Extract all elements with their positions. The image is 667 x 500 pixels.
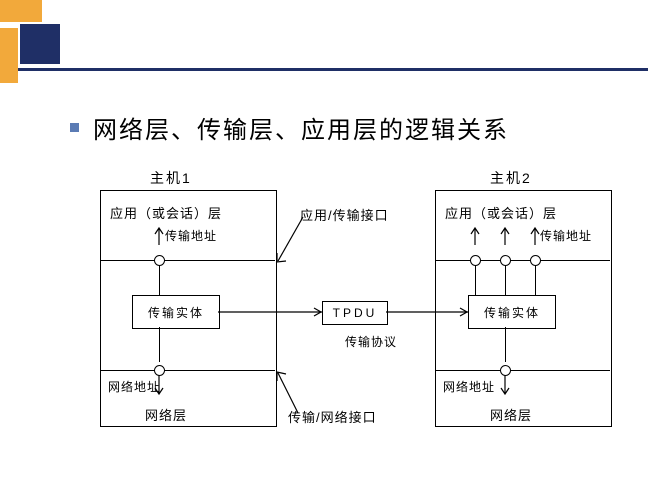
deco-navy-line bbox=[18, 68, 648, 71]
iface-app-arrow bbox=[275, 215, 305, 265]
host1-top-arrow bbox=[152, 225, 166, 245]
host1-div-top bbox=[100, 260, 275, 261]
host1-v2 bbox=[159, 327, 160, 362]
host2-net-layer: 网络层 bbox=[490, 405, 532, 424]
host2-div-bot bbox=[435, 370, 610, 371]
title-row: 网络层、传输层、应用层的逻辑关系 bbox=[70, 110, 509, 145]
host2-top-arrow-3 bbox=[528, 225, 542, 245]
host1-div-bot bbox=[100, 370, 275, 371]
host2-v1c bbox=[535, 265, 536, 295]
host2-v1a bbox=[475, 265, 476, 295]
host2-v2 bbox=[505, 327, 506, 362]
host1-transport-addr: 传输地址 bbox=[165, 227, 217, 244]
host1-v1 bbox=[159, 265, 160, 295]
deco-orange-1 bbox=[0, 0, 42, 22]
center-arrow-left bbox=[218, 305, 322, 319]
protocol-label: 传输协议 bbox=[345, 333, 397, 350]
host1-net-layer: 网络层 bbox=[145, 405, 187, 424]
host2-top-arrow-2 bbox=[498, 225, 512, 245]
host1-app-layer: 应用（或会话）层 bbox=[110, 203, 222, 222]
tpdu-box: TPDU bbox=[322, 301, 388, 325]
host2-top-arrow-1 bbox=[468, 225, 482, 245]
iface-net-arrow bbox=[275, 370, 300, 415]
diagram: 主机1 主机2 应用（或会话）层 传输地址 网络地址 网络层 传输实体 应用（或… bbox=[90, 165, 620, 455]
host2-bot-arrow bbox=[498, 375, 512, 397]
host2-transport-addr: 传输地址 bbox=[540, 227, 592, 244]
deco-orange-2 bbox=[0, 28, 18, 83]
host2-app-layer: 应用（或会话）层 bbox=[445, 203, 557, 222]
iface-app-label: 应用/传输接口 bbox=[300, 205, 389, 224]
host2-v1b bbox=[505, 265, 506, 295]
bullet-icon bbox=[70, 123, 79, 132]
host2-div-top bbox=[435, 260, 610, 261]
host1-bot-arrow bbox=[152, 375, 166, 397]
host2-label: 主机2 bbox=[490, 168, 532, 188]
center-arrow-right bbox=[386, 305, 468, 319]
host2-entity-label: 传输实体 bbox=[484, 304, 540, 321]
deco-navy-1 bbox=[20, 24, 60, 64]
host1-label: 主机1 bbox=[150, 168, 192, 188]
host2-net-addr: 网络地址 bbox=[443, 378, 495, 395]
page-title: 网络层、传输层、应用层的逻辑关系 bbox=[93, 110, 509, 145]
tpdu-label: TPDU bbox=[333, 306, 378, 320]
host1-entity: 传输实体 bbox=[132, 295, 220, 329]
host1-entity-label: 传输实体 bbox=[148, 304, 204, 321]
host2-entity: 传输实体 bbox=[468, 295, 556, 329]
iface-net-label: 传输/网络接口 bbox=[288, 407, 377, 426]
